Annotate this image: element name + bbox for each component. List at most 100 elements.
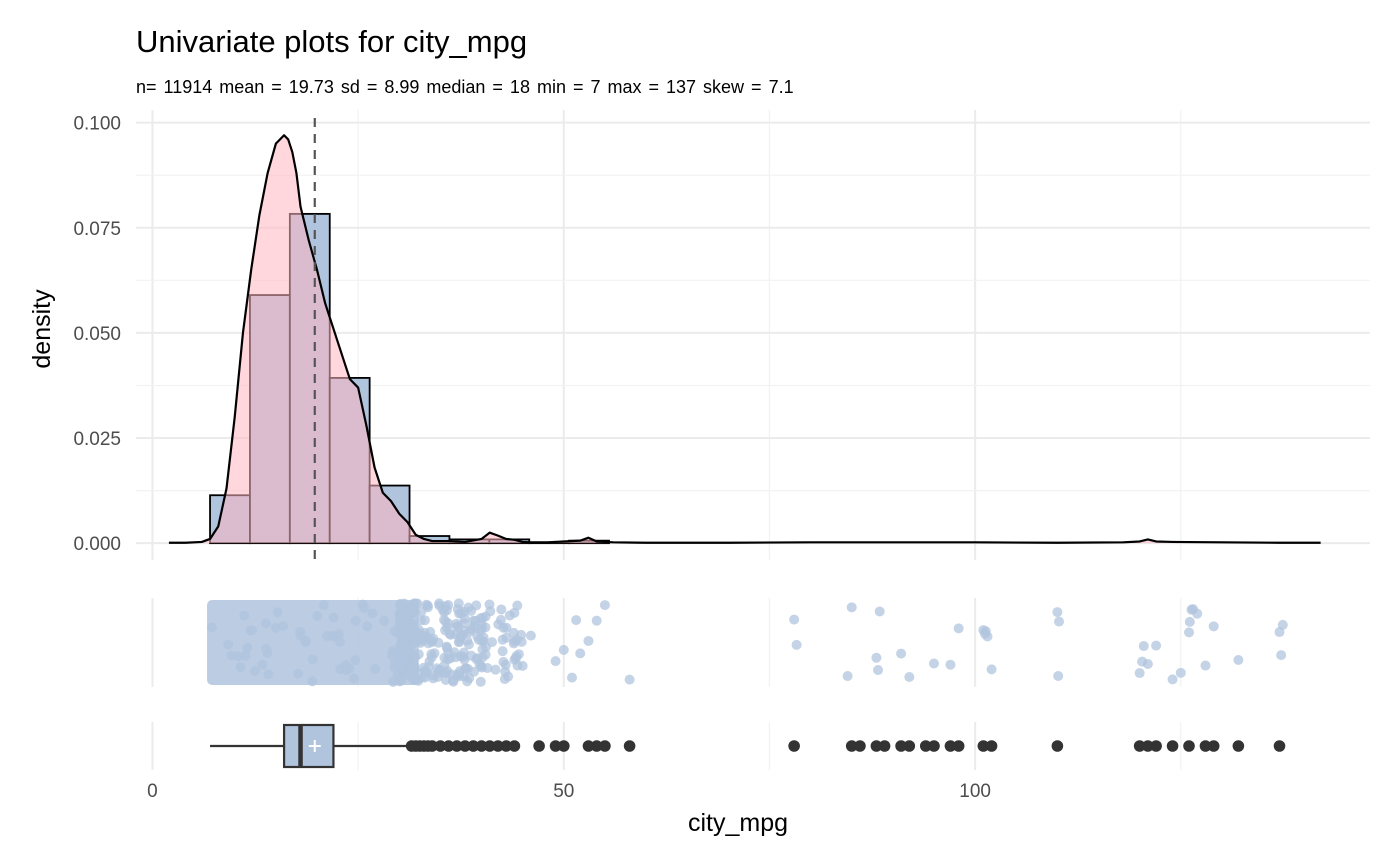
boxplot-outlier [854,740,866,752]
boxplot-outlier [549,740,562,752]
jitter-point [246,625,257,636]
jitter-point [362,621,373,632]
jitter-point [599,600,610,611]
boxplot-outlier [1199,740,1212,752]
jitter-point [261,643,272,654]
jitter-point [1134,668,1145,679]
jitter-point [1151,640,1162,651]
jitter-point [953,623,964,634]
chart-subtitle: n= 11914 mean = 19.73 sd = 8.99 median =… [136,77,794,97]
jitter-point [272,607,283,618]
jitter-point [475,676,486,687]
jitter-point [791,639,802,650]
jitter-point [1277,619,1288,630]
boxplot-outlier [878,740,891,752]
boxplot-box [282,723,335,769]
jitter-point [558,644,569,655]
boxplot-outlier [451,740,463,752]
boxplot-outlier [985,740,998,752]
y-tick-label: 0.100 [73,114,121,135]
jitter-point [1208,621,1219,632]
jitter-point [504,610,515,621]
y-tick-label: 0.000 [73,534,121,555]
jitter-point [468,666,479,677]
jitter-point [624,674,635,685]
jitter-point [469,623,480,634]
jitter-point [449,647,460,658]
boxplot-outlier [1183,740,1195,752]
jitter-point [499,674,510,685]
x-tick-label: 50 [553,781,574,802]
jitter-point [442,642,453,653]
jitter-point [443,600,454,611]
jitter-point [1184,616,1195,627]
jitter-point [928,658,939,669]
jitter-point [307,654,318,665]
boxplot-outlier [977,740,990,752]
jitter-point [789,614,800,625]
jitter-point [591,615,602,626]
y-axis-title: density [28,289,56,369]
density-curve-group [168,118,1321,560]
boxplot-outlier [582,740,595,752]
boxplot-outlier [1133,740,1146,752]
density-curve [168,134,1321,544]
boxplot-outlier [475,740,488,752]
boxplot-outlier [426,740,438,752]
axis-labels: 0.000 0.025 0.050 0.075 0.100 0 50 100 city_mpg d… [28,114,991,837]
jitter-point [370,663,381,674]
jitter-point [567,672,578,683]
y-tick-label: 0.050 [73,324,121,345]
jitter-point [441,667,452,678]
jitter-point [300,637,311,648]
jitter-point [452,604,463,615]
jitter-point [395,615,406,626]
jitter-point [443,618,454,629]
jitter-point [233,651,244,662]
jitter-point [263,669,274,680]
chart-title: Univariate plots for city_mpg [136,24,528,59]
jitter-point [367,608,378,619]
jitter-point [389,625,400,636]
boxplot-outlier [442,740,455,752]
jitter-point [484,599,495,610]
jitter-point [480,642,491,653]
jitter-point [904,672,915,683]
jitter-point [419,667,430,678]
jitter-point [402,607,413,618]
jitter-point [235,662,246,673]
jitter-point [397,640,408,651]
jitter-point [350,615,361,626]
jitter-point [242,642,253,653]
jitter-point [945,659,956,670]
jitter-point [1138,641,1149,652]
jitter-point [1184,627,1195,638]
x-tick-label: 0 [147,781,158,802]
boxplot-outlier [919,740,932,752]
jitter-point [257,659,268,670]
x-axis-title: city_mpg [688,809,788,837]
boxplot-outlier [903,740,916,752]
boxplot-outlier [533,740,545,752]
jitter-point [318,600,329,611]
jitter-point [415,615,426,626]
jitter-point [982,631,993,642]
boxplot-outlier [459,740,471,752]
boxplot-outlier [1051,740,1064,752]
jitter-point [477,612,488,623]
y-tick-label: 0.025 [73,429,121,450]
boxplot-outlier [500,740,512,752]
jitter-point [260,618,271,629]
boxplot-outlier [557,740,570,752]
jitter-point [476,662,487,673]
jitter-point [395,598,406,609]
jitter-point [408,660,419,671]
jitter-point [458,671,469,682]
y-tick-label: 0.075 [73,219,121,240]
boxplot-outlier [623,740,636,752]
jitter-point [575,648,586,659]
jitter-point [517,660,528,671]
jitter-point [295,626,306,637]
jitter-point [422,600,433,611]
boxplot-outlier [1273,740,1286,752]
